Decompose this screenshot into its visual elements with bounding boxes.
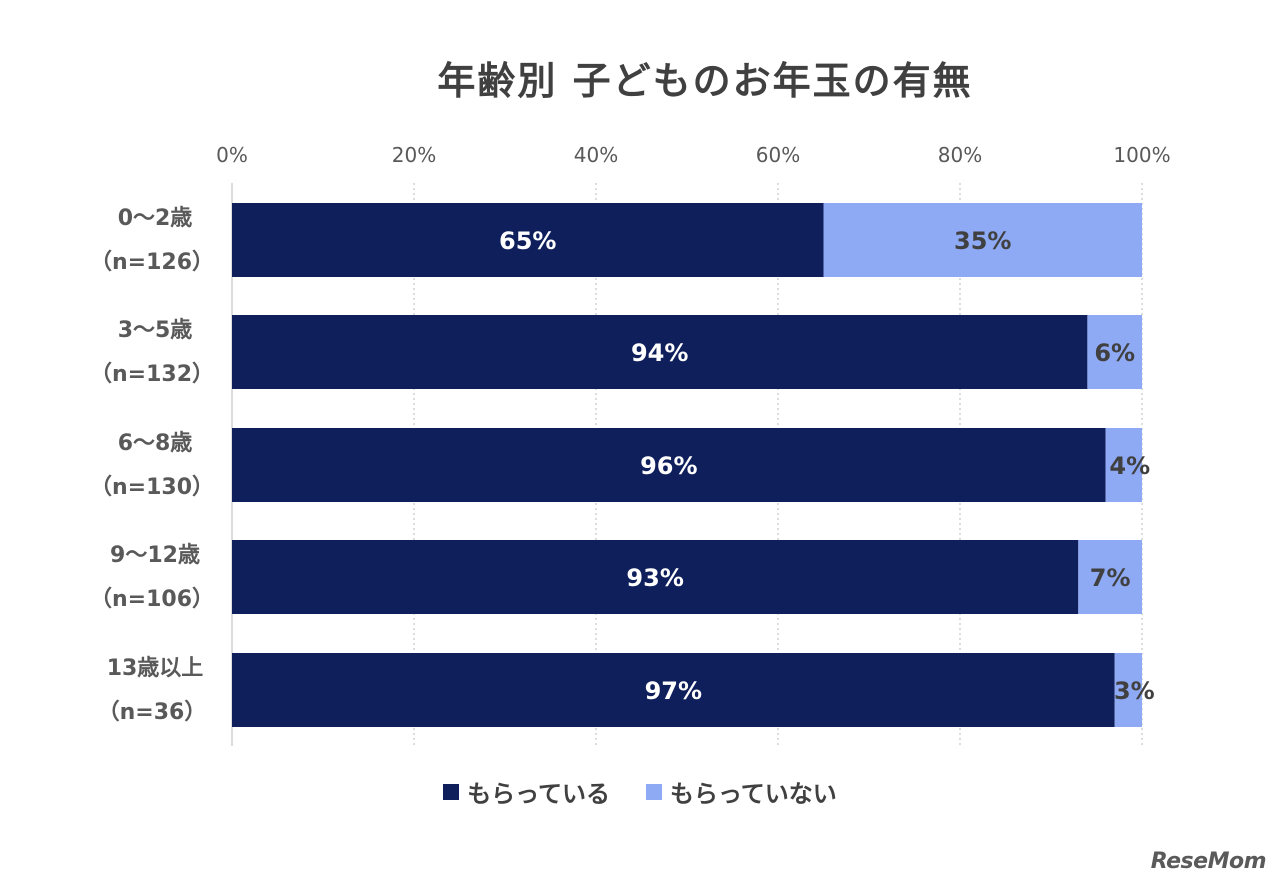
bar-segment <box>1087 315 1142 389</box>
legend-swatch <box>646 783 662 800</box>
data-label: 93% <box>626 564 683 592</box>
bar-segment <box>1105 428 1142 502</box>
legend-label: もらっていない <box>670 780 837 808</box>
category-sample-size: （n=130） <box>90 475 214 500</box>
x-tick-label: 20% <box>392 143 436 167</box>
category-label: 6〜8歳 <box>118 431 193 456</box>
category-sample-size: （n=132） <box>90 362 214 387</box>
category-label: 3〜5歳 <box>118 318 193 343</box>
legend-item: もらっていない <box>646 774 837 809</box>
legend: もらっている もらっていない <box>0 774 1280 809</box>
data-label: 3% <box>1114 677 1155 705</box>
category-sample-size: （n=106） <box>90 587 214 612</box>
bar-segment <box>232 540 1079 614</box>
x-tick-label: 0% <box>216 143 248 167</box>
data-label: 7% <box>1090 564 1131 592</box>
category-label: 0〜2歳 <box>118 206 193 231</box>
x-tick-label: 40% <box>574 143 618 167</box>
data-label: 35% <box>954 227 1011 255</box>
data-label: 96% <box>640 452 697 480</box>
bar-segment <box>823 203 1142 277</box>
data-label: 97% <box>645 677 702 705</box>
data-label: 6% <box>1094 339 1135 367</box>
x-tick-label: 60% <box>756 143 800 167</box>
resemom-logo: ReseMom <box>1150 849 1267 874</box>
bar-segment <box>1078 540 1142 614</box>
bar-segment <box>232 203 824 277</box>
bar-segment <box>1114 653 1142 727</box>
category-sample-size: （n=36） <box>98 700 207 725</box>
x-tick-label: 100% <box>1113 143 1170 167</box>
x-tick-label: 80% <box>938 143 982 167</box>
bar-segment <box>232 653 1115 727</box>
bar-segment <box>232 315 1088 389</box>
legend-swatch <box>443 783 460 800</box>
chart-title: 年齢別 子どものお年玉の有無 <box>437 59 973 103</box>
bar-segment <box>232 428 1106 502</box>
category-label: 13歳以上 <box>107 656 204 681</box>
data-label: 65% <box>499 227 556 255</box>
data-label: 4% <box>1109 452 1150 480</box>
legend-label: もらっている <box>467 780 610 808</box>
category-sample-size: （n=126） <box>90 250 214 275</box>
legend-item: もらっている <box>443 774 610 809</box>
data-label: 94% <box>631 339 688 367</box>
category-label: 9〜12歳 <box>110 543 200 568</box>
